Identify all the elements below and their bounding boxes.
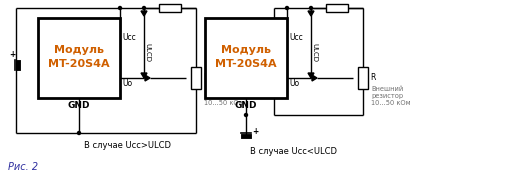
- Text: Uo: Uo: [122, 79, 132, 88]
- Text: Uo: Uo: [289, 79, 299, 88]
- Polygon shape: [308, 11, 314, 16]
- Circle shape: [142, 6, 145, 10]
- Bar: [191, 67, 201, 89]
- Text: MT-20S4A: MT-20S4A: [48, 59, 110, 69]
- Text: +: +: [252, 128, 258, 136]
- Text: GND: GND: [68, 101, 90, 110]
- Text: Ucc: Ucc: [289, 33, 303, 42]
- Text: GND: GND: [234, 101, 257, 110]
- Text: R1=R: R1=R: [159, 0, 181, 2]
- Bar: [326, 4, 348, 12]
- Polygon shape: [312, 75, 317, 81]
- Text: Ucc: Ucc: [122, 33, 136, 42]
- Text: MT-20S4A: MT-20S4A: [215, 59, 277, 69]
- Text: Внешний: Внешний: [204, 86, 236, 92]
- Text: Рис. 2: Рис. 2: [8, 162, 38, 172]
- Text: В случае Ucc<ULCD: В случае Ucc<ULCD: [250, 147, 337, 156]
- Circle shape: [77, 132, 80, 135]
- Bar: [358, 67, 368, 89]
- Circle shape: [286, 6, 288, 10]
- Polygon shape: [308, 73, 314, 78]
- Text: R: R: [370, 73, 375, 82]
- Polygon shape: [141, 73, 147, 78]
- Text: R1=R: R1=R: [326, 0, 348, 2]
- Text: Модуль: Модуль: [54, 45, 104, 55]
- Bar: [205, 18, 287, 98]
- Text: R: R: [203, 73, 208, 82]
- Text: ULCD: ULCD: [144, 43, 150, 62]
- Circle shape: [309, 6, 312, 10]
- Polygon shape: [145, 75, 150, 81]
- Bar: [159, 4, 181, 12]
- Text: В случае Ucc>ULCD: В случае Ucc>ULCD: [83, 141, 170, 150]
- Text: +: +: [267, 50, 273, 59]
- Circle shape: [118, 6, 121, 10]
- Text: резистор: резистор: [204, 93, 236, 99]
- Text: 10...50 кОм: 10...50 кОм: [204, 100, 244, 106]
- Text: Модуль: Модуль: [221, 45, 271, 55]
- Polygon shape: [141, 11, 147, 16]
- Text: резистор: резистор: [371, 93, 403, 99]
- Text: 10...50 кОм: 10...50 кОм: [371, 100, 411, 106]
- Text: +: +: [9, 50, 15, 59]
- Bar: [38, 18, 120, 98]
- Text: Внешний: Внешний: [371, 86, 403, 92]
- Circle shape: [245, 113, 247, 117]
- Text: ULCD: ULCD: [311, 43, 317, 62]
